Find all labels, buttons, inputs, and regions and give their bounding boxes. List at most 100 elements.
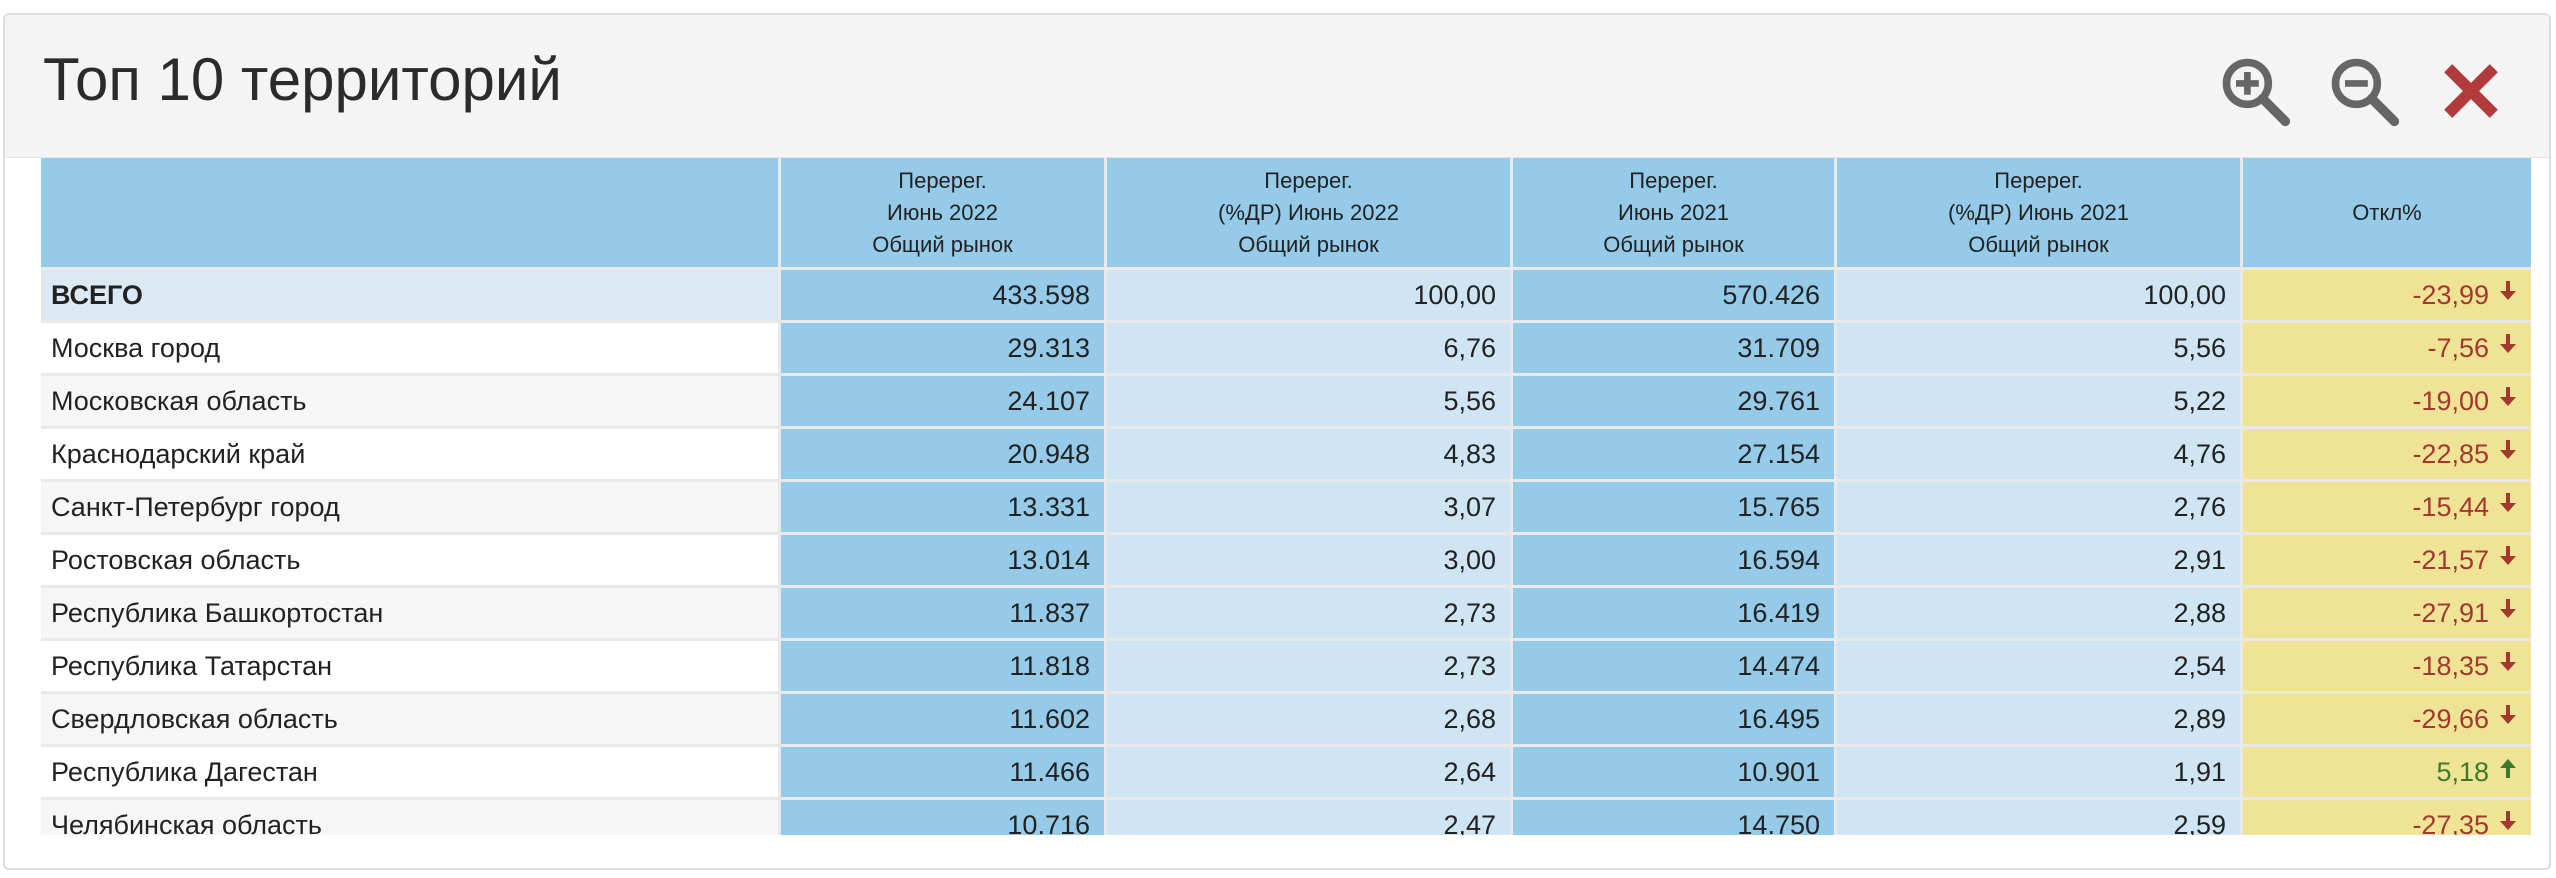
column-header: Перерег. Июнь 2022 Общий рынок (781, 158, 1104, 267)
table-row: Московская область 24.107 5,56 29.761 5,22 -1… (41, 376, 2531, 426)
zoom-in-button[interactable] (2217, 53, 2293, 129)
cell-text: 14.474 (1737, 650, 1820, 681)
table-cell: 5,56 (1837, 323, 2240, 373)
table-cell: 5,56 (1107, 376, 1510, 426)
table-cell: 2,73 (1107, 641, 1510, 691)
panel: Топ 10 территорий Перерег. Июнь 2022 Общий… (3, 13, 2551, 870)
cell-text: 2,76 (2173, 491, 2226, 522)
table-cell: 2,54 (1837, 641, 2240, 691)
cell-text: 16.419 (1737, 597, 1820, 628)
cell-text: 4,76 (2173, 438, 2226, 469)
cell-text: Челябинская область (51, 809, 322, 836)
header-row: Перерег. Июнь 2022 Общий рынок Перерег. (%ДР… (41, 158, 2531, 267)
cell-text: 1,91 (2173, 756, 2226, 787)
cell-text: 15.765 (1737, 491, 1820, 522)
cell-text: 11.818 (1009, 650, 1090, 681)
cell-text: 100,00 (2143, 279, 2226, 310)
cell-text: Ростовская область (51, 544, 301, 575)
cell-text: 29.313 (1007, 332, 1090, 363)
arrow-down (2500, 598, 2516, 618)
cell-text: 13.331 (1007, 491, 1090, 522)
table-cell: 2,91 (1837, 535, 2240, 585)
header-line: Перерег. (1629, 167, 1718, 193)
cell-text: Республика Башкортостан (51, 597, 384, 628)
table-row: Республика Дагестан 11.466 2,64 10.901 1,91 5… (41, 747, 2531, 797)
cell-text: Свердловская область (51, 703, 338, 734)
arrow-down (2500, 704, 2516, 724)
cell-text: 5,22 (2173, 385, 2226, 416)
table-cell: -23,99 (2243, 270, 2531, 320)
table-cell: 2,88 (1837, 588, 2240, 638)
table-row: ВСЕГО 433.598 100,00 570.426 100,00 -23,99 (41, 270, 2531, 320)
header-line: (%ДР) Июнь 2021 (1948, 199, 2129, 225)
table-cell: 11.602 (781, 694, 1104, 744)
cell-text: 11.837 (1009, 597, 1090, 628)
table-cell: -15,44 (2243, 482, 2531, 532)
table-cell: Московская область (41, 376, 778, 426)
table-cell: 2,64 (1107, 747, 1510, 797)
cell-text: 16.495 (1737, 703, 1820, 734)
table-cell: 3,07 (1107, 482, 1510, 532)
cell-text: ВСЕГО (51, 279, 143, 310)
table-cell: -7,56 (2243, 323, 2531, 373)
cell-text: 100,00 (1413, 279, 1496, 310)
header-line: Перерег. (1994, 167, 2083, 193)
table-cell: 4,76 (1837, 429, 2240, 479)
cell-text: 29.761 (1737, 385, 1820, 416)
table-viewport: Перерег. Июнь 2022 Общий рынок Перерег. (%ДР… (41, 158, 2531, 835)
cell-text: -27,91 (2412, 597, 2489, 628)
table-cell: 100,00 (1107, 270, 1510, 320)
table-cell: ВСЕГО (41, 270, 778, 320)
table-cell: 13.331 (781, 482, 1104, 532)
cell-text: Республика Татарстан (51, 650, 333, 681)
table-cell: Челябинская область (41, 800, 778, 835)
table-cell: 3,00 (1107, 535, 1510, 585)
table-cell: -21,57 (2243, 535, 2531, 585)
table-row: Санкт-Петербург город 13.331 3,07 15.765 2,7… (41, 482, 2531, 532)
table-cell: 14.750 (1513, 800, 1834, 835)
table-cell: 10.716 (781, 800, 1104, 835)
cell-text: 10.901 (1737, 756, 1820, 787)
table-cell: Республика Татарстан (41, 641, 778, 691)
arrow-down (2500, 810, 2516, 830)
table-cell: 11.818 (781, 641, 1104, 691)
cell-text: 2,54 (2173, 650, 2226, 681)
table-row: Ростовская область 13.014 3,00 16.594 2,91 -2… (41, 535, 2531, 585)
cell-text: Краснодарский край (51, 438, 306, 469)
table-row: Москва город 29.313 6,76 31.709 5,56 -7,56 (41, 323, 2531, 373)
cell-text: 2,68 (1443, 703, 1496, 734)
table-cell: 16.495 (1513, 694, 1834, 744)
table-cell: 14.474 (1513, 641, 1834, 691)
arrow-down (2500, 651, 2516, 671)
close-button[interactable] (2433, 53, 2509, 129)
cell-text: 2,91 (2173, 544, 2226, 575)
cell-text: Республика Дагестан (51, 756, 318, 787)
cell-text: Москва город (51, 332, 221, 363)
table-row: Республика Башкортостан 11.837 2,73 16.419 2… (41, 588, 2531, 638)
cell-text: 11.466 (1009, 756, 1090, 787)
header-line: Перерег. (898, 167, 987, 193)
cell-text: -21,57 (2412, 544, 2489, 575)
table-cell: 16.594 (1513, 535, 1834, 585)
cell-text: 11.602 (1009, 703, 1090, 734)
cell-text: -18,35 (2412, 650, 2489, 681)
arrow-down (2500, 439, 2516, 459)
cell-text: 2,64 (1443, 756, 1496, 787)
column-header: Перерег. Июнь 2021 Общий рынок (1513, 158, 1834, 267)
cell-text: -23,99 (2412, 279, 2489, 310)
header-line: Общий рынок (1238, 231, 1379, 257)
zoom-out-button[interactable] (2326, 53, 2402, 129)
panel-header: Топ 10 территорий (5, 15, 2549, 158)
table-cell: 4,83 (1107, 429, 1510, 479)
table-cell: 2,47 (1107, 800, 1510, 835)
cell-text: 24.107 (1007, 385, 1090, 416)
cell-text: 2,59 (2173, 809, 2226, 836)
arrow-down (2500, 280, 2516, 300)
cell-text: 14.750 (1737, 809, 1820, 836)
header-line: Общий рынок (1968, 231, 2109, 257)
arrow-down (2500, 492, 2516, 512)
table-cell: 1,91 (1837, 747, 2240, 797)
arrow-up (2500, 758, 2516, 778)
table-cell: Республика Дагестан (41, 747, 778, 797)
